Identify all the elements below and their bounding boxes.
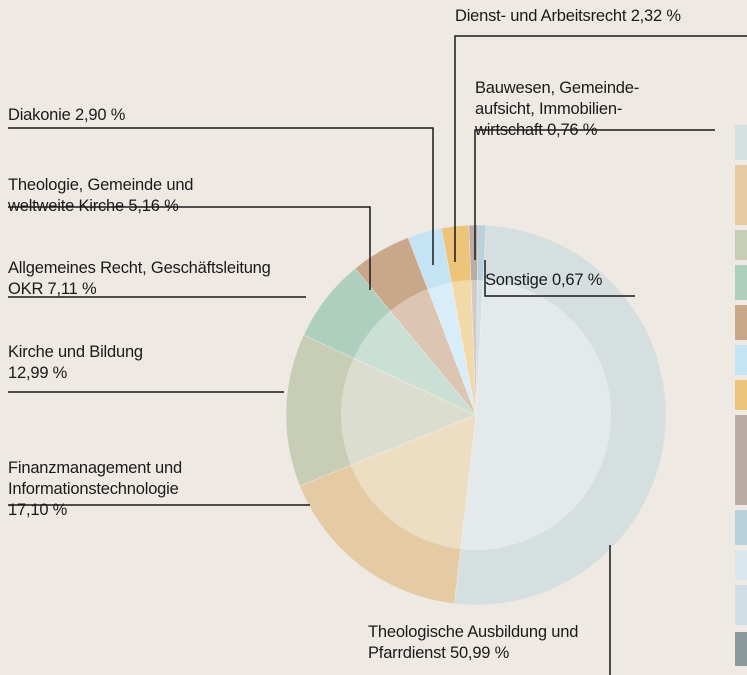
- category-name: Theologie, Gemeinde und weltweite Kirche: [8, 176, 194, 215]
- value-label: 5,16 %: [128, 197, 179, 215]
- value-label: 2,32 %: [630, 7, 681, 25]
- leader-line: [8, 127, 434, 265]
- legend-swatch: [735, 230, 747, 260]
- slice-label: Theologie, Gemeinde und weltweite Kirche…: [8, 175, 248, 217]
- category-name: Finanzmanagement und Informationstechnol…: [8, 459, 182, 498]
- category-name: Kirche und Bildung: [8, 343, 143, 361]
- value-label: 50,99 %: [449, 644, 510, 662]
- value-label: 12,99 %: [8, 364, 68, 382]
- pie-slice: [299, 414, 477, 605]
- slice-label: Theologische Ausbildung und Pfarrdienst …: [368, 622, 618, 664]
- category-name: Sonstige: [485, 271, 548, 289]
- category-name: Allgemeines Recht, Geschäftsleitung OKR: [8, 259, 271, 298]
- value-label: 0,67 %: [552, 271, 603, 289]
- inner-highlight: [341, 280, 611, 550]
- legend-swatch: [735, 265, 747, 300]
- legend-swatch: [735, 165, 747, 225]
- legend-swatch: [735, 125, 747, 160]
- legend-swatch: [735, 415, 747, 505]
- value-label: 17,10 %: [8, 501, 68, 519]
- category-name: Bauwesen, Gemeinde­aufsicht, Immobilien­…: [475, 79, 640, 139]
- legend-swatch: [735, 550, 747, 580]
- slice-label: Finanzmanagement und Informationstechnol…: [8, 458, 233, 521]
- slice-label: Diakonie 2,90 %: [8, 105, 308, 126]
- legend-swatch: [735, 345, 747, 375]
- pie-slice: [285, 334, 477, 487]
- slice-label: Allgemeines Recht, Geschäftsleitung OKR …: [8, 258, 298, 300]
- value-label: 7,11 %: [47, 280, 97, 298]
- leader-line: [454, 35, 747, 262]
- slice-label: Kirche und Bildung 12,99 %: [8, 342, 183, 384]
- value-label: 2,90 %: [75, 106, 126, 124]
- pie-slice: [454, 224, 667, 606]
- legend-swatch: [735, 585, 747, 625]
- leader-line: [8, 206, 371, 290]
- value-label: 0,76 %: [547, 121, 598, 139]
- pie-slice: [475, 224, 487, 416]
- leader-line: [474, 129, 715, 260]
- legend-swatch: [735, 305, 747, 340]
- slice-label: Dienst- und Arbeitsrecht 2,32 %: [455, 6, 747, 27]
- category-name: Dienst- und Arbeitsrecht: [455, 7, 627, 25]
- legend-swatch: [735, 380, 747, 410]
- legend-swatch: [735, 632, 747, 666]
- category-name: Theologische Ausbildung und Pfarrdienst: [368, 623, 579, 662]
- legend-swatch: [735, 510, 747, 545]
- slice-label: Sonstige 0,67 %: [485, 270, 685, 291]
- leader-line: [484, 260, 635, 297]
- category-name: Diakonie: [8, 106, 71, 124]
- slice-label: Bauwesen, Gemeinde­aufsicht, Immobilien­…: [475, 78, 670, 141]
